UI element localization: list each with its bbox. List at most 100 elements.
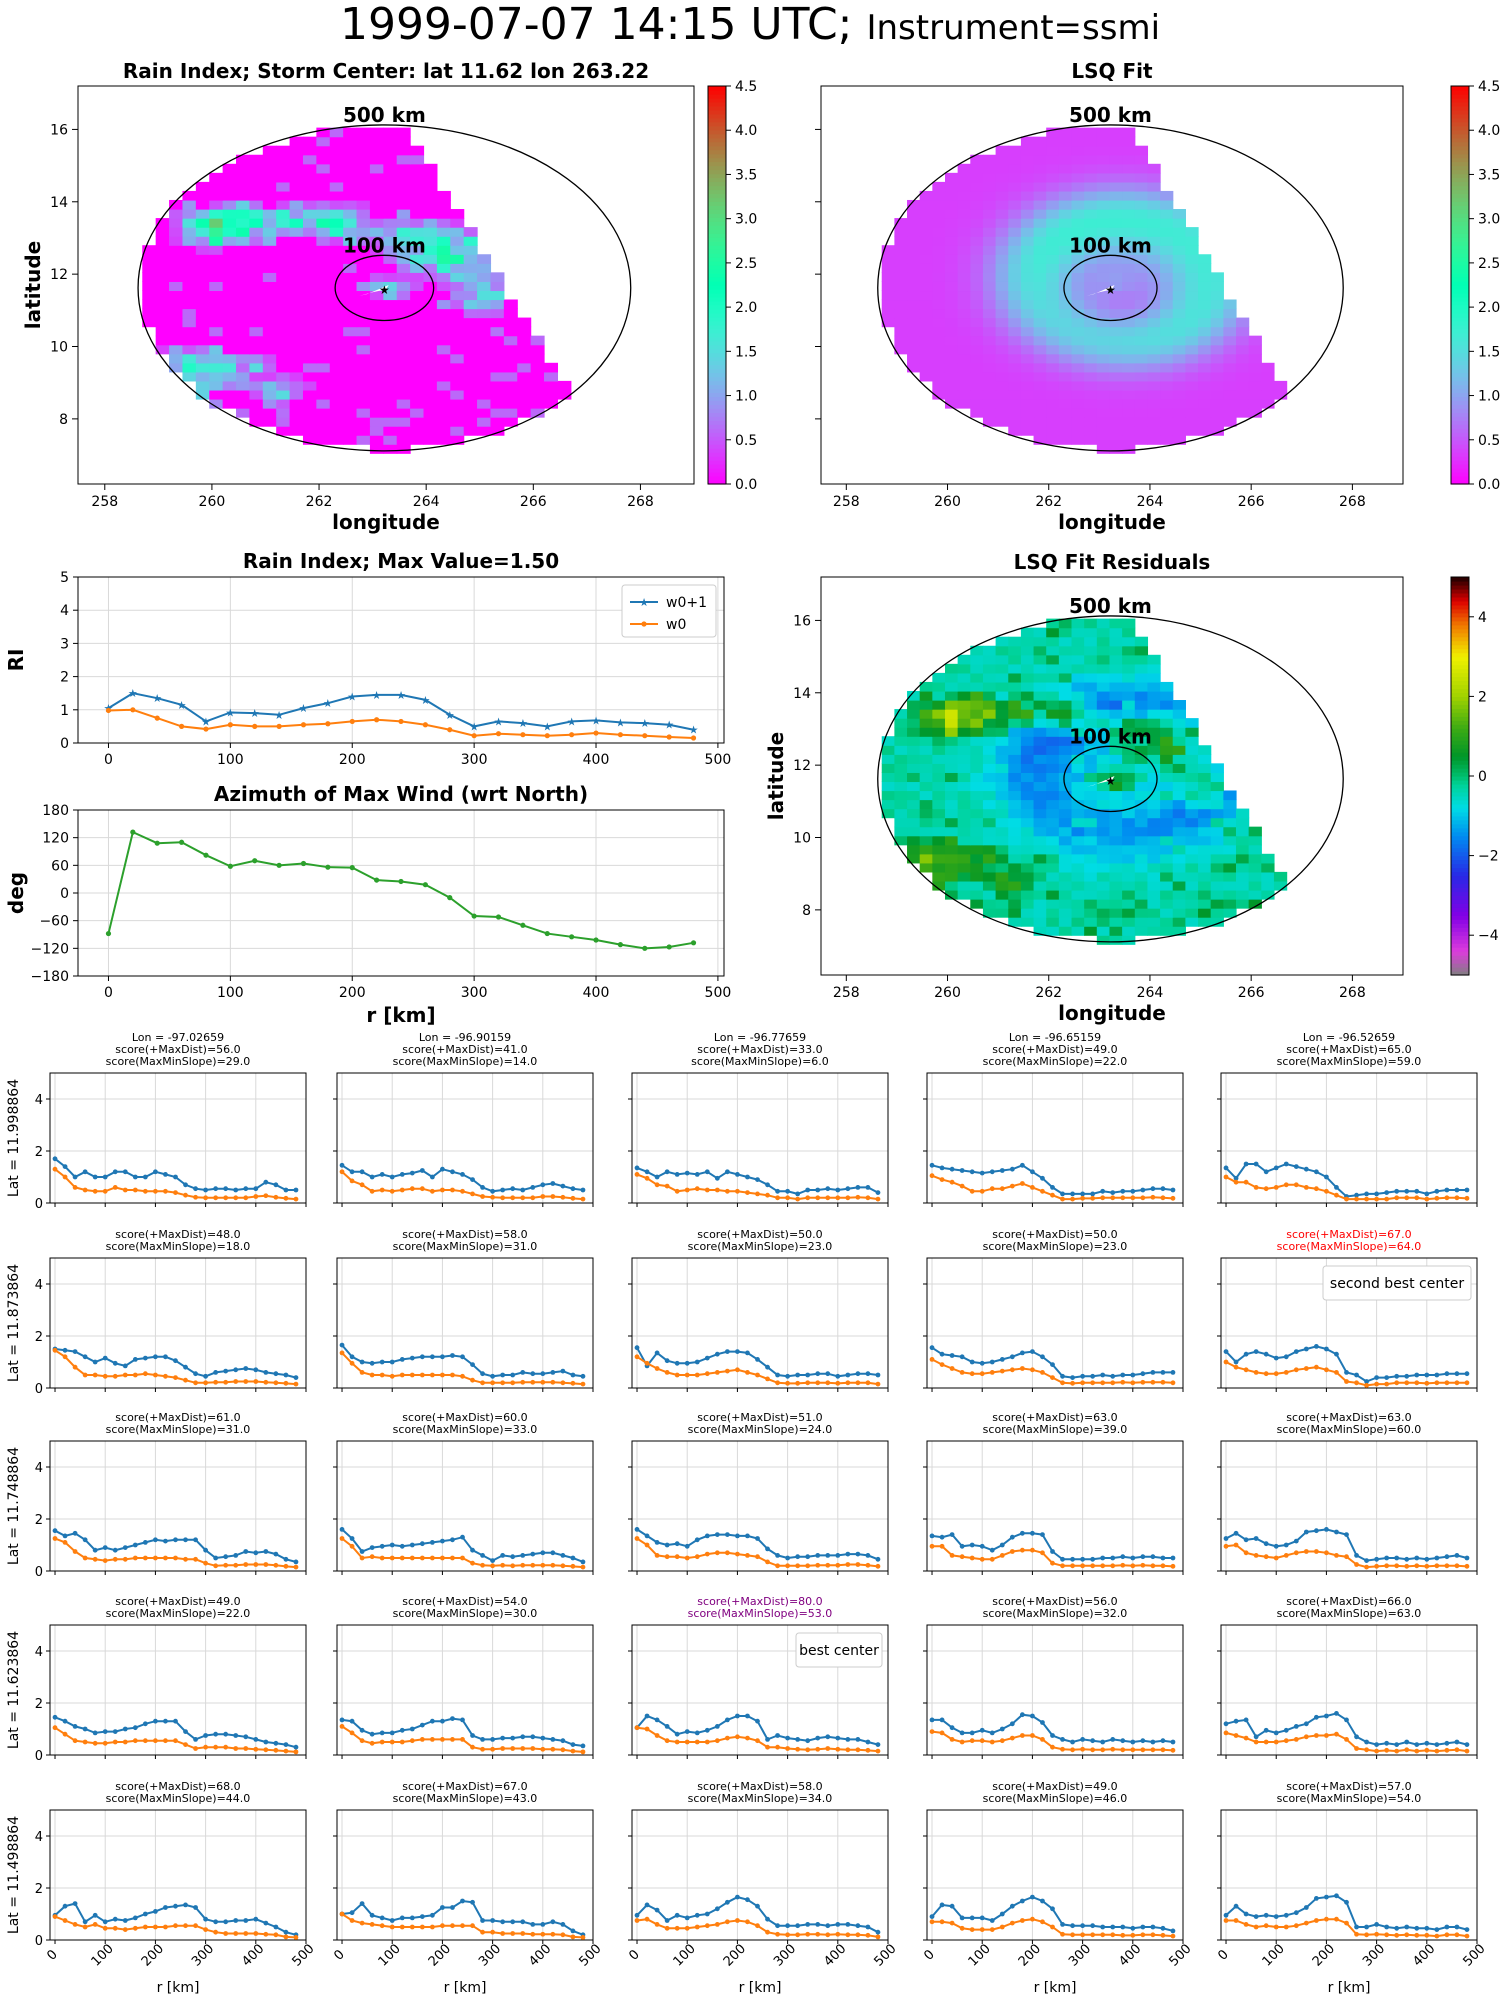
map-cell [1147, 654, 1161, 665]
colorbar-band [708, 404, 726, 409]
map-cell [995, 281, 1009, 292]
series-point [1394, 1748, 1400, 1754]
map-cell [982, 163, 997, 174]
map-cell [1223, 344, 1237, 355]
map-cell [1071, 190, 1085, 201]
map-cell [369, 435, 384, 445]
series-point [203, 1373, 209, 1379]
map-cell [316, 344, 331, 355]
series-point [154, 715, 160, 721]
score-maxminslope: score(MaxMinSlope)=43.0 [393, 1792, 538, 1805]
map-cell [1046, 745, 1060, 755]
map-cell [182, 344, 197, 355]
colorbar-band [1451, 396, 1469, 402]
series-point: ★ [396, 689, 406, 702]
map-cell [1223, 817, 1237, 828]
colorbar-tick-label: 4.0 [1478, 123, 1500, 139]
map-cell [249, 281, 264, 292]
map-cell [1160, 745, 1174, 755]
map-cell [236, 254, 251, 264]
map-cell [1033, 844, 1047, 855]
series-point [1009, 1721, 1015, 1727]
series-point [765, 1364, 770, 1370]
colorbar-band [1451, 404, 1469, 409]
x-axis-label: r [km] [366, 1003, 435, 1027]
series-point [550, 1737, 556, 1742]
series-point [1404, 1195, 1410, 1201]
map-cell [316, 290, 331, 301]
colorbar-band [708, 328, 726, 334]
map-cell [262, 209, 277, 219]
series-point [112, 1185, 118, 1190]
series-point [223, 1731, 229, 1737]
map-cell [1071, 862, 1085, 873]
y-tick-label: 0 [60, 736, 69, 752]
series-point [1404, 1188, 1410, 1194]
map-cell [1109, 817, 1123, 828]
map-cell [1046, 672, 1060, 683]
map-cell [236, 227, 251, 237]
score-maxdist: score(+MaxDist)=56.0 [115, 1043, 240, 1056]
map-cell [881, 308, 895, 319]
colorbar-band [1451, 779, 1469, 785]
map-cell [995, 636, 1009, 647]
map-cell [919, 790, 933, 801]
map-cell [1235, 835, 1250, 846]
series-point [273, 1194, 279, 1200]
series-point [999, 1357, 1005, 1362]
map-cell [1160, 889, 1174, 900]
series-point [233, 1918, 239, 1923]
map-cell [329, 227, 344, 237]
map-cell [262, 299, 277, 310]
map-cell [1198, 326, 1212, 337]
map-cell [1071, 636, 1085, 647]
series-point [694, 1730, 700, 1736]
series-point [704, 1923, 710, 1929]
series-point [795, 1737, 801, 1742]
map-cell [436, 371, 451, 382]
map-cell [1033, 254, 1047, 264]
map-cell [1058, 700, 1073, 710]
map-cell [1122, 136, 1136, 147]
map-cell [1147, 308, 1161, 319]
map-cell [1210, 362, 1224, 373]
series-point [570, 1742, 576, 1747]
map-cell [1046, 299, 1060, 310]
map-cell [1134, 853, 1149, 864]
series-point [735, 1551, 740, 1557]
colorbar-band [1451, 312, 1469, 318]
series-point [163, 1555, 168, 1561]
subplot-frame [631, 1440, 889, 1572]
colorbar-band [1451, 943, 1469, 948]
map-cell [396, 426, 411, 436]
map-cell [1235, 808, 1250, 819]
map-cell [957, 218, 971, 228]
map-cell [1020, 853, 1035, 864]
map-cell [1134, 899, 1149, 909]
score-maxminslope: score(MaxMinSlope)=32.0 [983, 1607, 1128, 1620]
map-cell [1084, 817, 1098, 828]
subplot-frame [631, 1072, 889, 1204]
map-cell [1122, 835, 1136, 846]
series-point [379, 1915, 385, 1921]
series-point [112, 1169, 118, 1175]
map-cell [477, 254, 492, 264]
x-tick-label: 258 [91, 494, 118, 510]
map-cell [907, 236, 921, 246]
series-point [939, 1902, 945, 1908]
colorbar-band [1451, 97, 1469, 103]
map-cell [970, 745, 984, 755]
map-cell [302, 362, 317, 373]
map-cell [944, 826, 959, 837]
ring-500km [877, 615, 1344, 943]
map-cell [249, 335, 264, 346]
map-cell [1147, 799, 1161, 810]
map-cell [369, 362, 384, 373]
map-cell [1109, 889, 1123, 900]
series-point [1324, 1527, 1329, 1532]
series-point [409, 1542, 415, 1548]
subplot-frame [926, 1257, 1184, 1389]
colorbar-band [708, 253, 726, 258]
map-cell [919, 290, 933, 301]
map-cell [329, 426, 344, 436]
